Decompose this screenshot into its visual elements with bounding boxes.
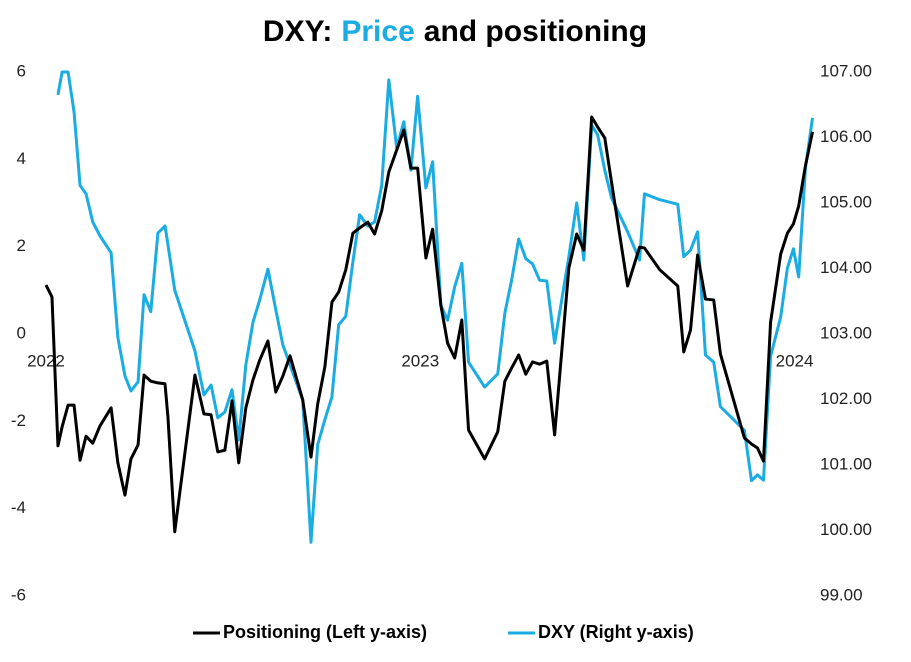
y-tick-label: 0 <box>17 323 26 342</box>
legend-label: Positioning (Left y-axis) <box>223 622 427 642</box>
y2-tick-label: 101.00 <box>820 454 872 473</box>
legend-label: DXY (Right y-axis) <box>538 622 694 642</box>
y2-tick-label: 99.00 <box>820 585 863 604</box>
y-tick-label: 6 <box>17 61 26 80</box>
y2-tick-label: 106.00 <box>820 127 872 146</box>
x-tick-label: 2023 <box>401 351 439 370</box>
y2-tick-label: 104.00 <box>820 258 872 277</box>
y-tick-label: -2 <box>11 411 26 430</box>
x-tick-label: 2024 <box>776 351 814 370</box>
title-part: Price <box>341 15 414 48</box>
y2-tick-label: 103.00 <box>820 323 872 342</box>
y-tick-label: 2 <box>17 236 26 255</box>
title-part: DXY: <box>263 15 332 48</box>
y-tick-label: 4 <box>17 149 26 168</box>
x-tick-label: 2022 <box>27 351 65 370</box>
y2-tick-label: 100.00 <box>820 520 872 539</box>
y2-tick-label: 102.00 <box>820 389 872 408</box>
y-tick-label: -4 <box>11 498 26 517</box>
series-line <box>44 115 814 534</box>
chart-title: DXY: Price and positioning <box>263 15 647 48</box>
title-part: and positioning <box>424 15 647 48</box>
y2-tick-label: 105.00 <box>820 192 872 211</box>
y2-tick-label: 107.00 <box>820 61 872 80</box>
y-tick-label: -6 <box>11 585 26 604</box>
